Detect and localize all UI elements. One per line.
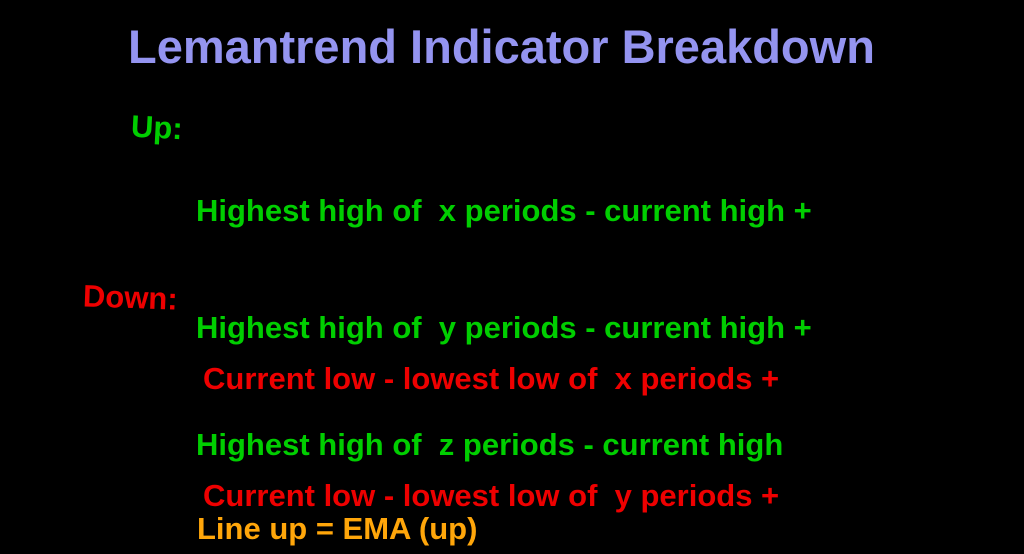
up-formula-line: Highest high of x periods - current high…	[196, 193, 812, 228]
page-title: Lemantrend Indicator Breakdown	[128, 20, 875, 73]
up-section-label: Up:	[130, 108, 184, 147]
down-formula-line: Current low - lowest low of x periods +	[203, 361, 780, 396]
down-formula-line: Current low - lowest low of y periods +	[203, 478, 780, 513]
up-formula-line: Highest high of z periods - current high	[196, 427, 784, 462]
down-section-label: Down:	[82, 278, 179, 317]
up-section-formulas: Highest high of x periods - current high…	[196, 113, 812, 542]
ema-section: Line up = EMA (up) Line up = EMA (down)	[197, 431, 520, 554]
up-formula-line: Highest high of y periods - current high…	[196, 310, 812, 345]
down-section-formulas: Current low - lowest low of x periods + …	[203, 281, 779, 554]
ema-line: Line up = EMA (up)	[197, 511, 478, 546]
